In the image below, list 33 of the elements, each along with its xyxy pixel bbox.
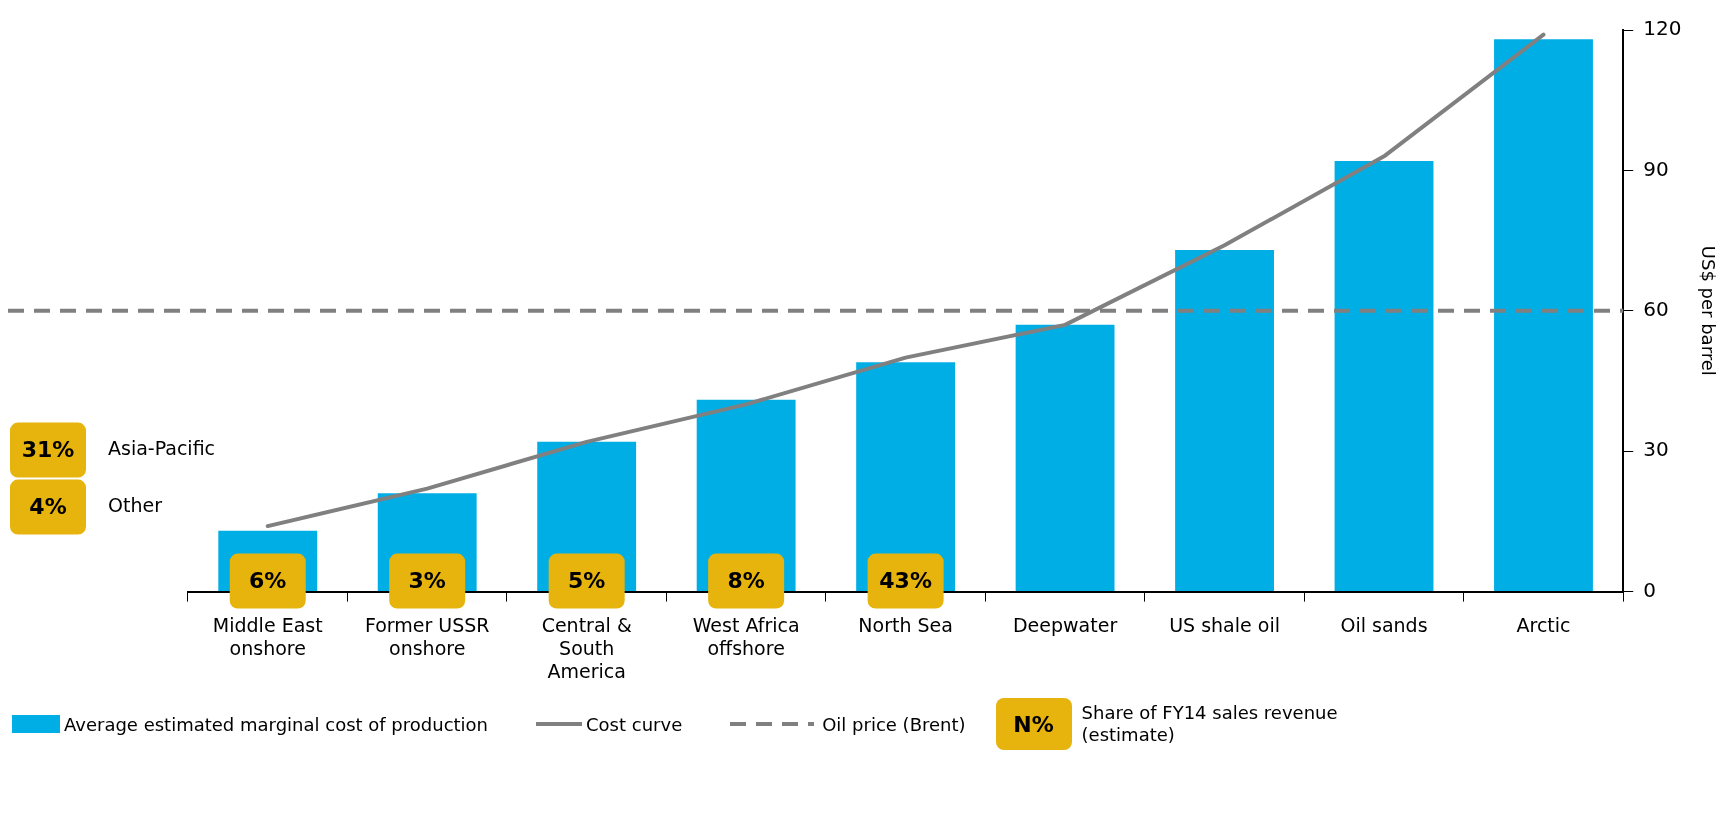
bar (1334, 161, 1434, 592)
y-axis-title: US$ per barrel (1697, 245, 1719, 376)
x-tick-label: US shale oil (1169, 613, 1280, 636)
annotation: 3% (408, 567, 446, 593)
annotation: 5% (567, 567, 606, 593)
annotation: 43% (879, 567, 932, 593)
x-tick-label: West Africa offshore (692, 613, 800, 659)
y-tick-label: 0 (1643, 577, 1656, 602)
bar (1175, 249, 1274, 592)
x-tick-label: Deepwater (1012, 613, 1118, 636)
legend-label: Average estimated marginal cost of production (64, 713, 489, 735)
y-tick-label: 120 (1643, 16, 1682, 41)
y-tick-label: 90 (1643, 156, 1669, 181)
text: 31% (21, 436, 75, 462)
legend-label: Cost curve (586, 713, 683, 735)
text: Other (108, 493, 163, 516)
x-tick-label: Central & South America (541, 613, 632, 682)
x-tick-label: Former USSR onshore (364, 613, 490, 659)
text: Share of FY14 sales revenue (estimate) (1081, 702, 1339, 746)
text: 4% (29, 493, 67, 519)
bar (1015, 324, 1115, 592)
annotation: 8% (727, 567, 765, 593)
x-tick-label: Middle East onshore (212, 613, 323, 659)
x-tick-label: Arctic (1516, 613, 1571, 636)
x-tick-label: Oil sands (1340, 613, 1428, 636)
bar (1494, 39, 1593, 592)
annotation: Asia-Pacific (108, 436, 216, 459)
text: N% (995, 698, 1072, 750)
annotation: 6% (249, 567, 287, 593)
x-tick-label: North Sea (858, 613, 953, 636)
legend-label: Oil price (Brent) (822, 713, 966, 735)
y-tick-label: 30 (1643, 437, 1669, 462)
y-tick-label: 60 (1643, 297, 1669, 321)
